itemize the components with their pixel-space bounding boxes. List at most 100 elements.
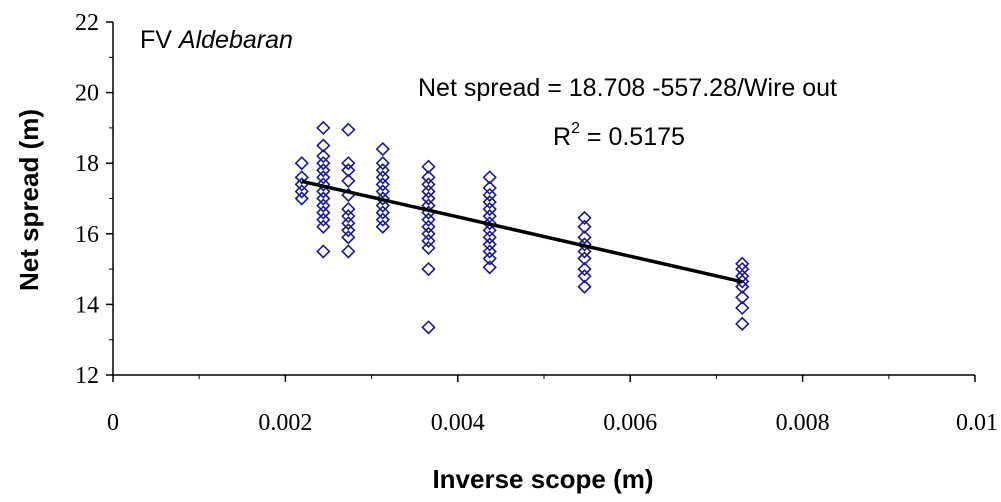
data-point [341,201,356,217]
data-point [316,219,331,234]
data-point [375,191,390,206]
data-point [316,138,331,153]
data-point [294,191,309,206]
y-axis-title: Net spread (m) [14,109,44,291]
data-point [735,300,750,316]
data-point [482,230,497,245]
data-point [294,184,309,199]
data-points [294,120,750,335]
data-point [577,244,592,259]
data-point [482,260,497,275]
trendline [301,179,743,284]
data-point [316,198,331,213]
data-point [421,212,436,227]
regression-equation: Net spread = 18.708 -557.28/Wire out [418,74,837,102]
data-point [577,279,592,294]
data-point [375,219,390,234]
data-point [735,269,750,284]
vessel-prefix: FV [140,26,172,54]
data-point [421,219,436,234]
y-tick-label: 16 [75,222,99,248]
y-tick-label: 14 [75,292,99,318]
x-tick-label: 0.008 [776,410,830,436]
data-point [421,184,436,199]
x-tick-label: 0.006 [603,410,657,436]
data-point [341,209,356,224]
data-point [341,163,356,178]
data-point [577,219,592,234]
x-tick-label: 0 [107,410,119,436]
data-point [341,230,356,245]
data-point [341,156,356,171]
data-point [421,240,436,256]
data-point [375,141,390,157]
data-point [294,170,309,185]
data-point [482,187,497,203]
data-point [482,216,497,231]
data-point [482,209,497,224]
data-point [482,251,497,266]
x-axis-title: Inverse scope (m) [432,464,653,494]
data-point [482,194,497,210]
data-point [341,216,356,231]
data-point [341,122,356,137]
x-tick-label: 0.01 [956,410,998,436]
data-point [316,149,331,164]
data-point [735,256,750,271]
data-point [421,191,436,206]
y-tick-labels: 12 14 16 18 20 22 [75,10,99,389]
data-point [482,170,497,185]
data-point [421,177,436,192]
data-point [482,223,497,238]
data-point [735,316,750,331]
data-point [375,177,390,192]
data-point [375,205,390,220]
data-point [316,205,331,220]
x-tick-label: 0.002 [258,410,312,436]
data-point [577,230,592,245]
r-squared-exponent: 2 [571,120,580,137]
y-tick-label: 18 [75,151,99,177]
data-point [316,177,331,192]
data-point [316,244,331,259]
data-point [421,261,436,277]
data-point [316,163,331,178]
r-squared-value: = 0.5175 [580,123,685,151]
data-point [421,320,436,335]
data-point [735,261,750,277]
data-point [482,201,497,217]
data-point [341,244,356,259]
data-point [421,159,436,174]
data-point [375,163,390,178]
data-point [482,244,497,259]
data-point [735,279,750,294]
data-point [294,156,309,171]
data-point [375,212,390,227]
data-point [341,223,356,238]
y-tick-label: 12 [75,363,99,389]
data-point [316,156,331,171]
data-point [577,251,592,266]
data-point [421,233,436,248]
data-point [316,191,331,206]
data-point [421,170,436,185]
vessel-name: Aldebaran [177,26,293,54]
data-point [375,170,390,185]
r-squared-r: R [553,123,571,151]
data-point [375,198,390,213]
x-tick-labels: 0 0.002 0.004 0.006 0.008 0.01 [107,410,998,436]
r-squared-label: R2 = 0.5175 [553,120,685,151]
data-point [577,210,592,226]
data-point [341,173,356,188]
y-tick-label: 20 [75,81,99,107]
vessel-label: FV Aldebaran [140,26,293,54]
x-tick-label: 0.004 [431,410,485,436]
data-point [482,180,497,196]
y-tick-label: 22 [75,10,99,36]
ticks [106,21,976,382]
data-point [316,184,331,199]
data-point [577,261,592,277]
data-point [482,237,497,252]
data-point [316,170,331,185]
